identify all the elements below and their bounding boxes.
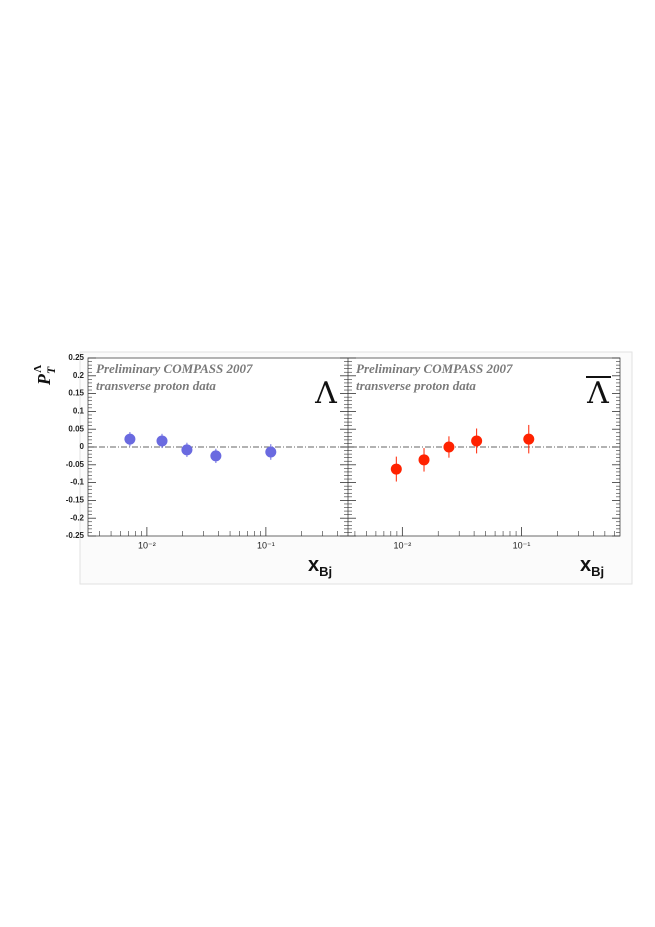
y-label-sub: T [44, 366, 58, 374]
y-tick-label: 0.2 [73, 371, 85, 380]
y-axis-label: PTΛ [32, 365, 58, 386]
data-point [265, 446, 277, 458]
data-point [443, 441, 455, 453]
x-axis-label: xBj [580, 554, 604, 579]
x-tick-label: 10⁻¹ [257, 540, 275, 550]
data-point [156, 435, 168, 447]
data-point [181, 444, 193, 456]
x-label-sub: Bj [319, 564, 332, 579]
annotation: transverse proton data [96, 378, 216, 393]
x-tick-label: 10⁻² [393, 540, 411, 550]
y-tick-label: -0.25 [66, 531, 85, 540]
y-label-main: P [34, 373, 54, 386]
y-tick-label: -0.1 [70, 478, 84, 487]
x-label-main: x [580, 554, 591, 576]
y-tick-label: 0.25 [68, 353, 84, 362]
x-label-sub: Bj [591, 564, 604, 579]
y-tick-label: 0.1 [73, 407, 85, 416]
y-label-sup: Λ [32, 365, 44, 373]
data-point [210, 450, 222, 462]
y-tick-label: 0.05 [68, 424, 84, 433]
data-point [471, 435, 483, 447]
annotation: transverse proton data [356, 378, 476, 393]
y-tick-label: -0.2 [70, 513, 84, 522]
y-tick-label: -0.05 [66, 460, 85, 469]
data-point [390, 463, 402, 475]
data-point [124, 433, 136, 445]
x-tick-label: 10⁻² [138, 540, 156, 550]
data-point [418, 454, 430, 466]
annotation: Preliminary COMPASS 2007 [96, 361, 253, 376]
particle-symbol: Λ [586, 376, 609, 411]
y-tick-label: -0.15 [66, 496, 85, 505]
x-tick-label: 10⁻¹ [513, 540, 531, 550]
y-tick-label: 0 [80, 442, 85, 451]
x-axis-label: xBj [308, 554, 332, 579]
particle-symbol: Λ [314, 376, 337, 411]
data-point [523, 433, 535, 445]
x-label-main: x [308, 554, 319, 576]
y-tick-label: 0.15 [68, 389, 84, 398]
annotation: Preliminary COMPASS 2007 [356, 361, 513, 376]
